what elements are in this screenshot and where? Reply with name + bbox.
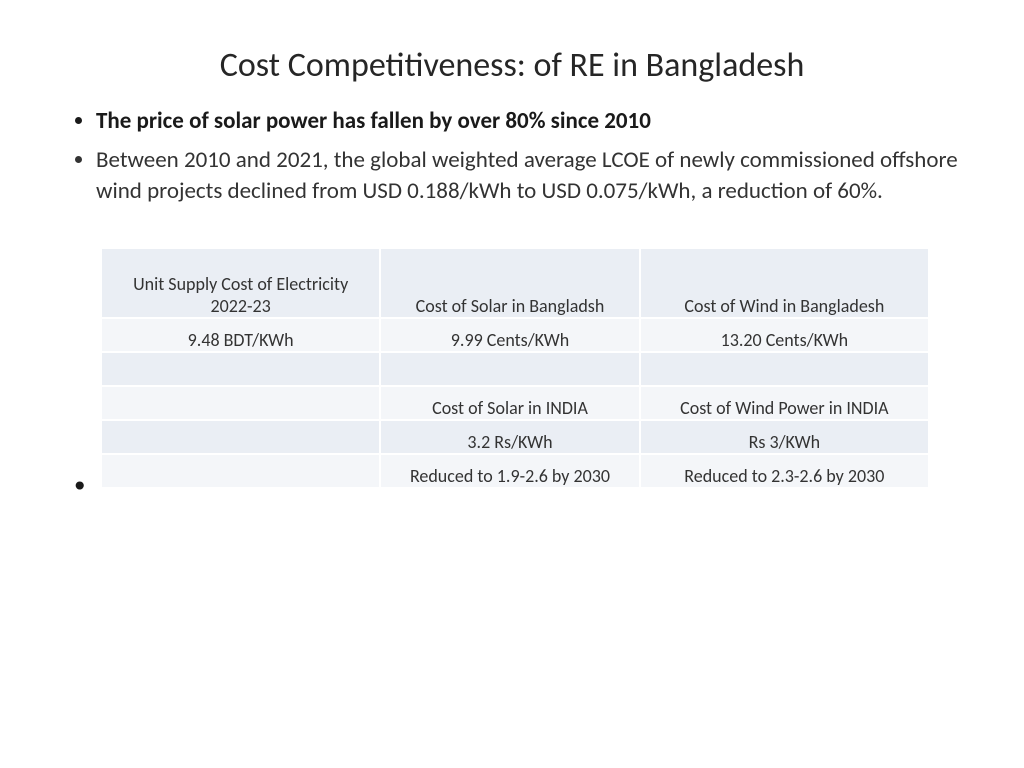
- table-row: Unit Supply Cost of Electricity 2022-23 …: [101, 248, 929, 318]
- table-cell: [101, 386, 380, 420]
- table-cell: 13.20 Cents/KWh: [640, 318, 929, 352]
- table-cell: Cost of Solar in Bangladsh: [380, 248, 639, 318]
- stray-bullet-icon: •: [74, 471, 85, 499]
- table-cell: [101, 454, 380, 488]
- table-cell: [101, 420, 380, 454]
- table-cell: Rs 3/KWh: [640, 420, 929, 454]
- bullet-list: The price of solar power has fallen by o…: [50, 106, 974, 207]
- table-cell: 9.48 BDT/KWh: [101, 318, 380, 352]
- table-cell: Reduced to 1.9-2.6 by 2030: [380, 454, 639, 488]
- table-row: [101, 352, 929, 386]
- bullet-item: The price of solar power has fallen by o…: [96, 106, 974, 137]
- table-cell: 9.99 Cents/KWh: [380, 318, 639, 352]
- table-cell: [380, 352, 639, 386]
- table-row: Reduced to 1.9-2.6 by 2030 Reduced to 2.…: [101, 454, 929, 488]
- table-row: Cost of Solar in INDIA Cost of Wind Powe…: [101, 386, 929, 420]
- table-cell: Cost of Wind Power in INDIA: [640, 386, 929, 420]
- slide: Cost Competitiveness: of RE in Banglades…: [0, 0, 1024, 768]
- table-cell: Unit Supply Cost of Electricity 2022-23: [101, 248, 380, 318]
- table-cell: Reduced to 2.3-2.6 by 2030: [640, 454, 929, 488]
- table-cell: Cost of Solar in INDIA: [380, 386, 639, 420]
- bullet-item: Between 2010 and 2021, the global weight…: [96, 145, 974, 207]
- table-row: 3.2 Rs/KWh Rs 3/KWh: [101, 420, 929, 454]
- table-cell: 3.2 Rs/KWh: [380, 420, 639, 454]
- table-cell: [640, 352, 929, 386]
- slide-title: Cost Competitiveness: of RE in Banglades…: [50, 45, 974, 86]
- table-row: 9.48 BDT/KWh 9.99 Cents/KWh 13.20 Cents/…: [101, 318, 929, 352]
- table-container: • Unit Supply Cost of Electricity 2022-2…: [100, 247, 974, 489]
- table-cell: Cost of Wind in Bangladesh: [640, 248, 929, 318]
- cost-table: Unit Supply Cost of Electricity 2022-23 …: [100, 247, 930, 489]
- table-cell: [101, 352, 380, 386]
